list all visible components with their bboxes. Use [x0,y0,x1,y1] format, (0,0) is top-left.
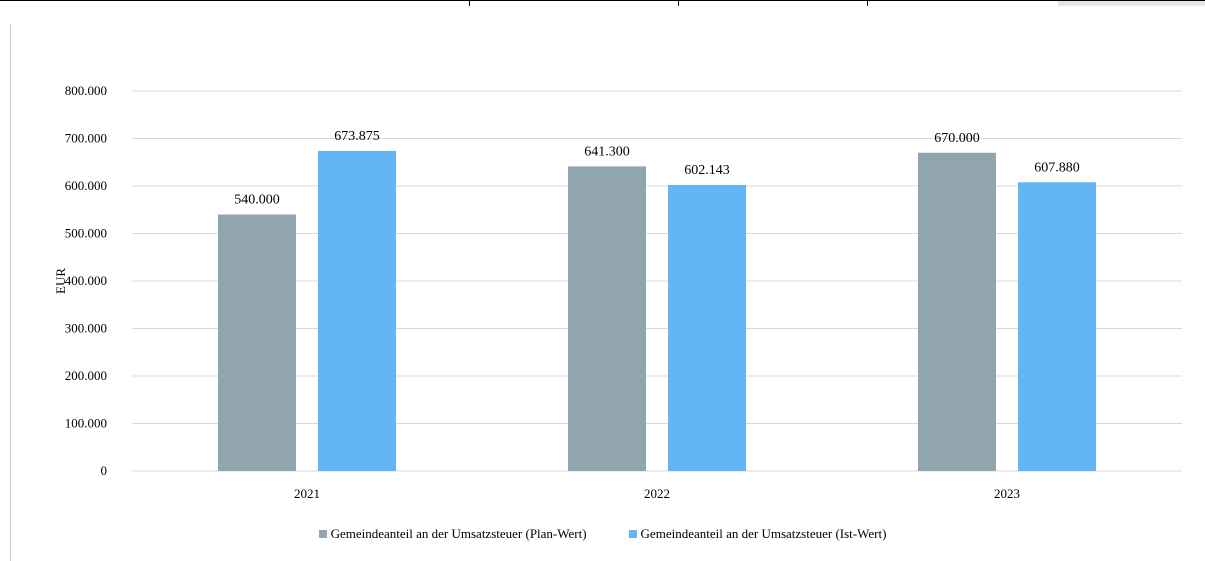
x-tick-label: 2021 [294,486,320,501]
legend-item-ist: Gemeindeanteil an der Umsatzsteuer (Ist-… [628,526,887,542]
legend-swatch-plan [318,530,327,538]
y-tick-label: 300.000 [65,321,107,336]
y-tick-label: 800.000 [65,83,107,98]
data-label: 602.143 [684,163,730,178]
top-rule-tick [678,0,679,6]
bar-2022-series-1 [668,184,746,472]
bar-2023-series-1 [1018,182,1096,471]
legend-swatch-ist [628,530,637,538]
y-tick-label: 200.000 [65,368,107,383]
y-tick-label: 700.000 [65,131,107,146]
top-rule-tick [469,0,470,6]
y-tick-label: 600.000 [65,178,107,193]
x-tick-label: 2022 [644,486,670,501]
y-axis-title: EUR [53,268,68,294]
legend-label-ist: Gemeindeanteil an der Umsatzsteuer (Ist-… [640,526,887,541]
chart-legend: Gemeindeanteil an der Umsatzsteuer (Plan… [0,526,1205,542]
y-tick-label: 100.000 [65,416,107,431]
x-tick-label: 2023 [994,486,1020,501]
bar-2023-series-0 [918,152,996,471]
data-label: 641.300 [584,144,630,159]
data-label: 540.000 [234,193,280,208]
legend-item-plan: Gemeindeanteil an der Umsatzsteuer (Plan… [318,526,587,542]
top-rule-tick [867,0,868,6]
data-label: 673.875 [334,129,380,144]
bar-2021-series-1 [318,150,396,472]
bar-2022-series-0 [568,166,646,471]
data-label: 670.000 [934,131,980,146]
left-rule [10,24,11,561]
top-rule [0,0,1205,6]
y-tick-label: 0 [101,463,108,478]
bar-2021-series-0 [218,214,296,471]
y-tick-label: 500.000 [65,226,107,241]
top-shaded-cell [1058,0,1205,6]
y-tick-label: 400.000 [65,273,107,288]
legend-label-plan: Gemeindeanteil an der Umsatzsteuer (Plan… [330,526,587,541]
data-label: 607.880 [1034,160,1080,175]
